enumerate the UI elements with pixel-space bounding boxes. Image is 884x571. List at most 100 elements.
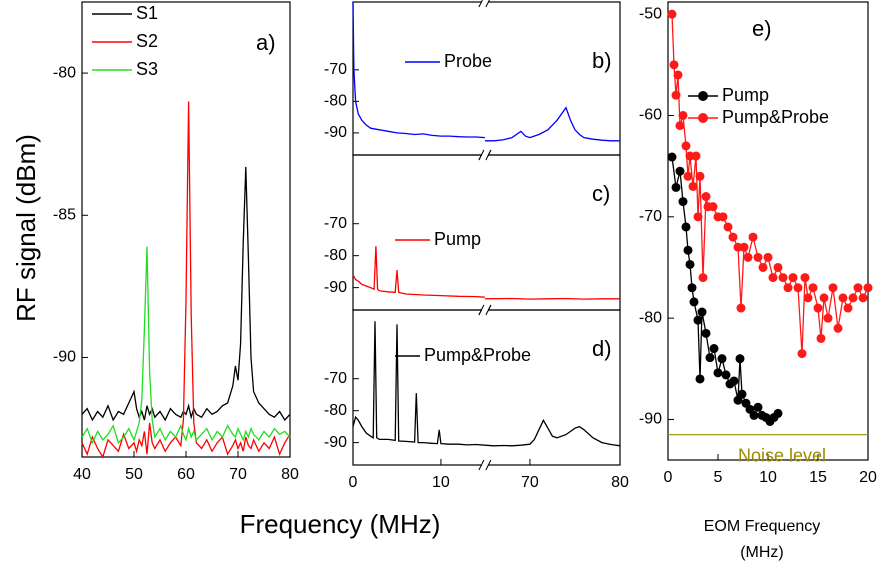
series-line bbox=[484, 418, 621, 447]
data-point bbox=[681, 222, 691, 232]
axis-break bbox=[481, 305, 488, 315]
data-point bbox=[800, 273, 810, 283]
data-point bbox=[698, 273, 708, 283]
data-point bbox=[688, 181, 698, 191]
data-point bbox=[673, 70, 683, 80]
x-tick-label: 20 bbox=[859, 469, 877, 486]
y-tick-label: -70 bbox=[324, 61, 347, 78]
data-point bbox=[695, 374, 705, 384]
data-point bbox=[753, 252, 763, 262]
data-point bbox=[671, 90, 681, 100]
data-point bbox=[713, 368, 723, 378]
y-tick-label: -70 bbox=[639, 208, 662, 225]
series-line bbox=[671, 14, 869, 354]
data-point bbox=[678, 110, 688, 120]
data-point bbox=[797, 349, 807, 359]
data-point bbox=[783, 283, 793, 293]
data-point bbox=[701, 192, 711, 202]
axis-break bbox=[485, 0, 490, 8]
y-tick-label: -90 bbox=[324, 434, 347, 451]
legend-label: S3 bbox=[136, 59, 158, 79]
data-point bbox=[823, 313, 833, 323]
legend-label: S2 bbox=[136, 31, 158, 51]
axis-break bbox=[478, 459, 485, 471]
panel-label: d) bbox=[592, 336, 612, 361]
legend-marker bbox=[698, 113, 708, 123]
data-point bbox=[803, 293, 813, 303]
axis-break bbox=[481, 460, 488, 470]
y-tick-label: -90 bbox=[639, 411, 662, 428]
data-point bbox=[697, 307, 707, 317]
reference-label: Noise level bbox=[738, 445, 826, 465]
data-point bbox=[808, 283, 818, 293]
data-point bbox=[723, 222, 733, 232]
x-axis-label: Frequency (MHz) bbox=[240, 509, 441, 539]
legend-label: S1 bbox=[136, 3, 158, 23]
legend-marker bbox=[698, 91, 708, 101]
data-point bbox=[843, 303, 853, 313]
x-tick-label: 70 bbox=[521, 474, 539, 491]
data-point bbox=[748, 232, 758, 242]
data-point bbox=[838, 293, 848, 303]
series-line bbox=[81, 166, 291, 422]
x-axis-label: EOM Frequency bbox=[704, 518, 820, 535]
data-point bbox=[749, 410, 759, 420]
series-line bbox=[484, 106, 620, 142]
data-point bbox=[709, 344, 719, 354]
axis-break bbox=[478, 149, 485, 161]
series-line bbox=[484, 297, 620, 300]
panel-label: e) bbox=[752, 16, 772, 41]
y-tick-label: -60 bbox=[639, 107, 662, 124]
data-point bbox=[819, 293, 829, 303]
data-point bbox=[793, 283, 803, 293]
data-point bbox=[678, 197, 688, 207]
data-point bbox=[758, 262, 768, 272]
data-point bbox=[693, 212, 703, 222]
y-tick-label: -80 bbox=[639, 309, 662, 326]
x-tick-label: 50 bbox=[125, 466, 143, 483]
axis-break bbox=[478, 0, 483, 8]
data-point bbox=[739, 242, 749, 252]
y-tick-label: -70 bbox=[324, 370, 347, 387]
series-line bbox=[352, 321, 485, 446]
x-tick-label: 60 bbox=[177, 466, 195, 483]
data-point bbox=[788, 273, 798, 283]
y-tick-label: -80 bbox=[324, 93, 347, 110]
x-tick-label: 10 bbox=[759, 469, 777, 486]
series-line bbox=[81, 101, 291, 459]
data-point bbox=[705, 353, 715, 363]
data-point bbox=[848, 293, 858, 303]
series-line bbox=[352, 1, 485, 139]
legend-label: Pump bbox=[722, 85, 769, 105]
data-point bbox=[689, 297, 699, 307]
data-point bbox=[833, 323, 843, 333]
data-point bbox=[773, 262, 783, 272]
data-point bbox=[858, 293, 868, 303]
panel-label: a) bbox=[256, 30, 276, 55]
axis-break bbox=[478, 304, 485, 316]
axis-break bbox=[481, 150, 488, 160]
data-point bbox=[768, 273, 778, 283]
data-point bbox=[685, 259, 695, 269]
axis-break bbox=[485, 149, 492, 161]
data-point bbox=[695, 171, 705, 181]
y-tick-label: -70 bbox=[324, 215, 347, 232]
data-point bbox=[675, 166, 685, 176]
data-point bbox=[728, 232, 738, 242]
data-point bbox=[671, 182, 681, 192]
data-point bbox=[721, 370, 731, 380]
data-point bbox=[683, 245, 693, 255]
y-tick-label: -50 bbox=[639, 5, 662, 22]
data-point bbox=[763, 252, 773, 262]
data-point bbox=[717, 354, 727, 364]
y-tick-label: -85 bbox=[53, 207, 76, 224]
legend-label: Pump&Probe bbox=[424, 345, 531, 365]
data-point bbox=[773, 408, 783, 418]
x-tick-label: 0 bbox=[349, 474, 358, 491]
data-point bbox=[701, 328, 711, 338]
data-point bbox=[681, 141, 691, 151]
legend-label: Probe bbox=[444, 51, 492, 71]
plot-frame bbox=[667, 1, 869, 461]
